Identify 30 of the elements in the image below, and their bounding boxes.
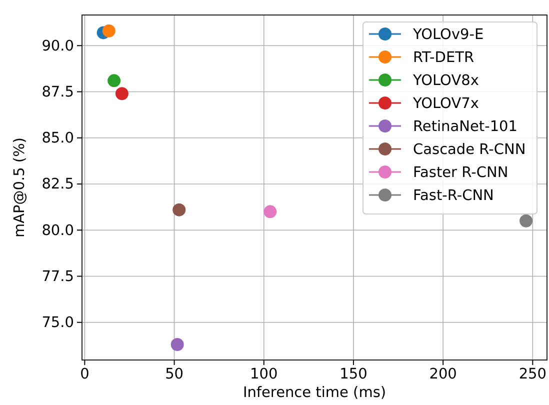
legend-label: RetinaNet-101 bbox=[413, 119, 518, 135]
y-tick-label: 82.5 bbox=[42, 176, 74, 193]
legend-label: RT-DETR bbox=[413, 50, 474, 66]
legend-label: YOLOV7x bbox=[412, 96, 480, 112]
point bbox=[264, 205, 277, 218]
x-tick-label: 100 bbox=[250, 366, 278, 382]
x-axis-title: Inference time (ms) bbox=[242, 385, 386, 401]
point bbox=[170, 338, 184, 351]
point bbox=[520, 214, 533, 228]
y-tick-label: 77.5 bbox=[42, 268, 74, 285]
x-tick-label: 0 bbox=[80, 366, 90, 382]
x-tick-label: 200 bbox=[429, 366, 457, 382]
y-tick-label: 87.5 bbox=[42, 84, 74, 100]
y-tick-label: 85.0 bbox=[42, 130, 74, 147]
point bbox=[172, 203, 186, 216]
point bbox=[108, 74, 121, 88]
x-tick-label: 50 bbox=[165, 366, 184, 382]
y-axis-title: mAP@0.5 (%) bbox=[12, 137, 28, 238]
y-tick-label: 75.0 bbox=[42, 315, 74, 332]
legend-label: Cascade R-CNN bbox=[413, 142, 526, 158]
x-tick-label: 150 bbox=[340, 366, 368, 382]
y-tick-label: 90.0 bbox=[42, 38, 74, 54]
legend-label: Fast-R-CNN bbox=[413, 188, 494, 204]
y-tick-label: 80.0 bbox=[42, 222, 74, 239]
legend-label: YOLOv9-E bbox=[412, 27, 484, 43]
point bbox=[115, 87, 128, 100]
point bbox=[102, 24, 116, 38]
legend-label: Faster R-CNN bbox=[413, 165, 508, 181]
legend-label: YOLOV8x bbox=[412, 73, 480, 89]
x-tick-label: 250 bbox=[518, 366, 547, 382]
